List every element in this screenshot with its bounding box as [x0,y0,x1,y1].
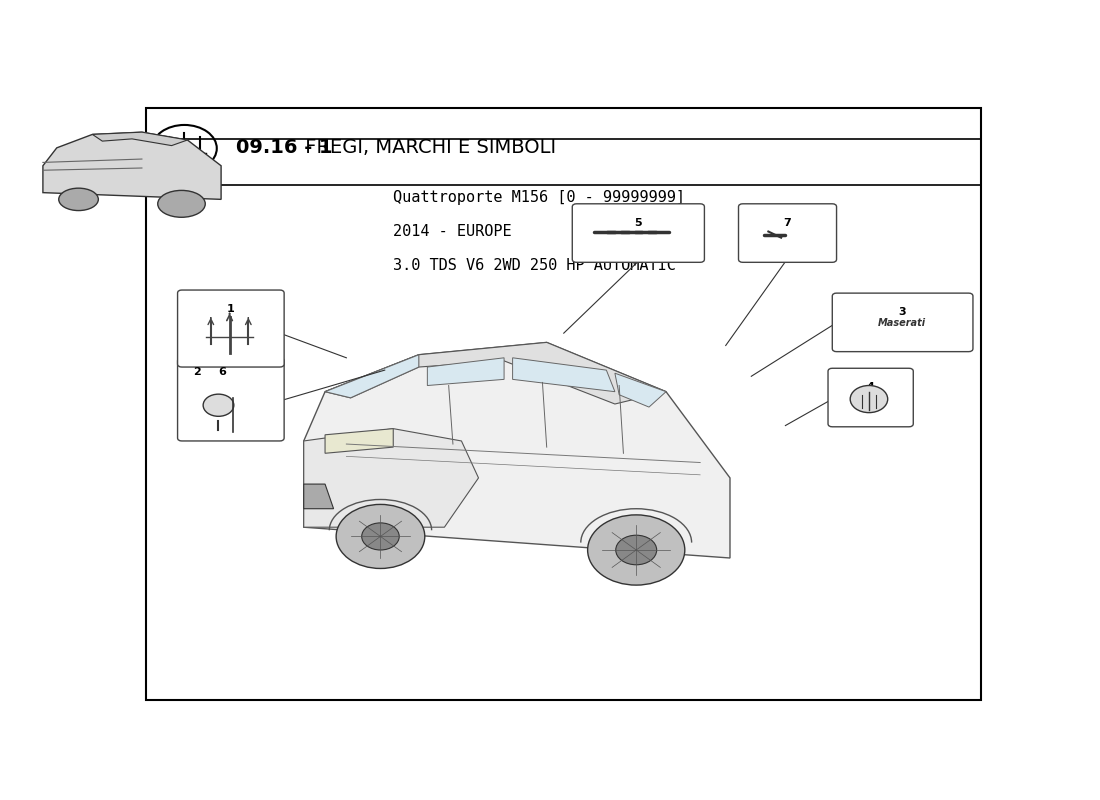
Text: Maserati: Maserati [878,318,926,328]
FancyBboxPatch shape [828,368,913,426]
Polygon shape [304,342,730,558]
Circle shape [850,386,888,413]
Polygon shape [304,484,333,509]
Text: 4: 4 [867,382,875,393]
Text: 7: 7 [783,218,791,228]
Polygon shape [326,429,394,454]
FancyBboxPatch shape [177,358,284,441]
Text: 6: 6 [219,367,227,377]
Text: Quattroporte M156 [0 - 99999999]: Quattroporte M156 [0 - 99999999] [394,190,685,205]
Polygon shape [43,132,221,199]
Polygon shape [513,358,615,392]
FancyBboxPatch shape [833,293,972,352]
Text: 2014 - EUROPE: 2014 - EUROPE [394,224,512,239]
Text: 1: 1 [227,304,234,314]
Text: 2: 2 [192,367,200,377]
FancyBboxPatch shape [177,290,284,367]
Circle shape [362,523,399,550]
Text: 09.16 - 1: 09.16 - 1 [235,138,332,158]
FancyBboxPatch shape [738,204,836,262]
Polygon shape [304,429,478,527]
Polygon shape [326,342,666,404]
Circle shape [616,535,657,565]
Circle shape [337,505,425,569]
Circle shape [58,188,98,210]
Polygon shape [326,354,419,398]
Text: 3.0 TDS V6 2WD 250 HP AUTOMATIC: 3.0 TDS V6 2WD 250 HP AUTOMATIC [394,258,676,273]
Circle shape [587,515,685,585]
Text: FREGI, MARCHI E SIMBOLI: FREGI, MARCHI E SIMBOLI [299,138,557,158]
Text: 5: 5 [635,218,642,228]
Polygon shape [615,373,666,407]
Polygon shape [92,132,187,146]
Text: 3: 3 [899,307,906,318]
Circle shape [157,190,206,218]
Circle shape [204,394,234,416]
FancyBboxPatch shape [572,204,704,262]
Polygon shape [427,358,504,386]
